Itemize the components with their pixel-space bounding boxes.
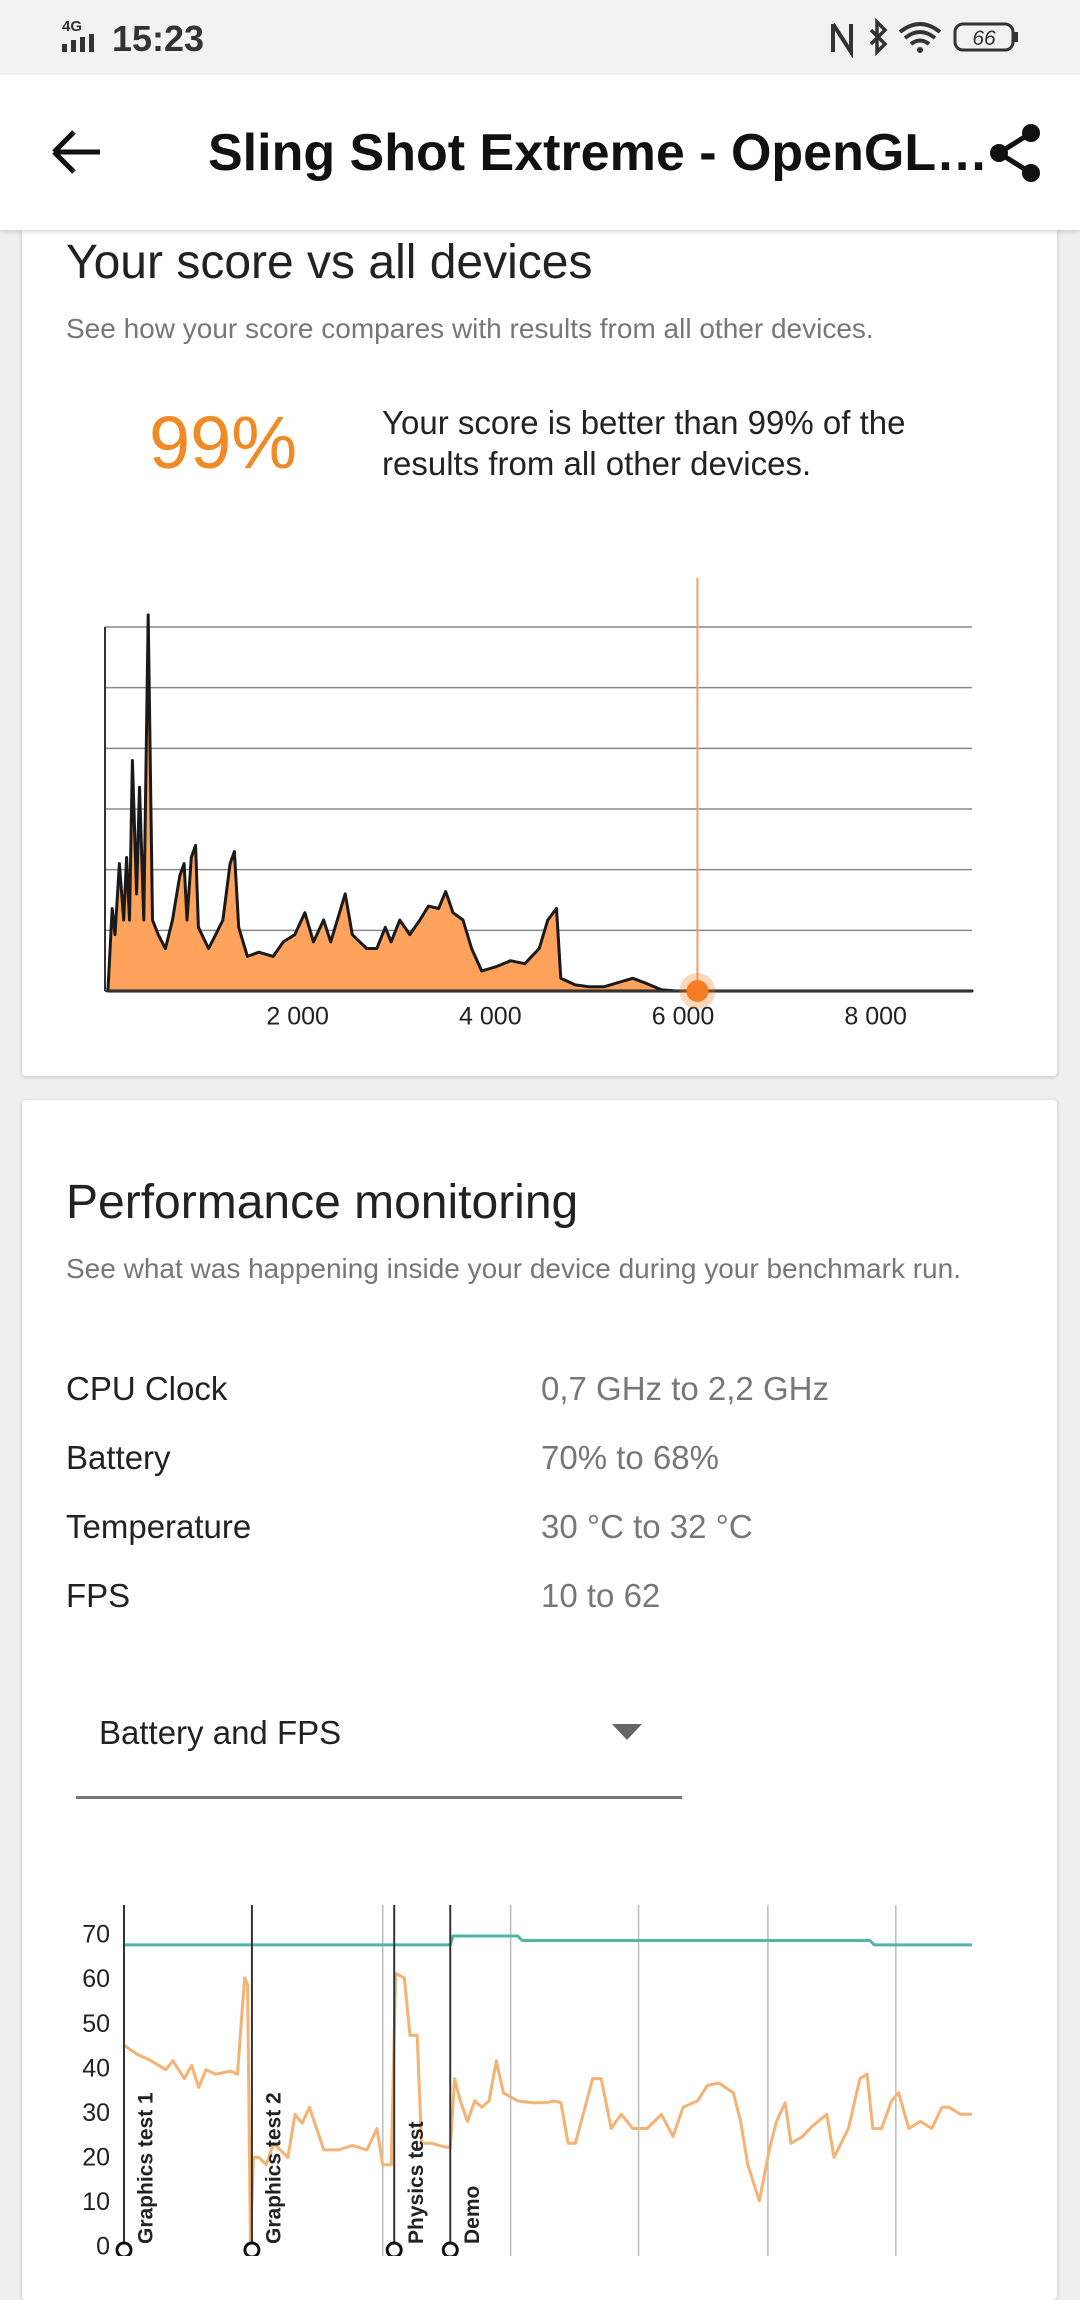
stat-value: 0,7 GHz to 2,2 GHz bbox=[541, 1370, 829, 1407]
network: 4G bbox=[62, 18, 83, 35]
y-tick-label: 50 bbox=[82, 2010, 110, 2038]
status-bar: 4G 15:23 66 bbox=[0, 0, 1080, 75]
signal-icon bbox=[62, 34, 94, 52]
percentile-text: Your score is better than 99% of the res… bbox=[382, 404, 906, 482]
y-tick-label: 70 bbox=[82, 1921, 110, 1949]
card-title: Performance monitoring bbox=[66, 1176, 579, 1229]
percentile: 99% bbox=[148, 401, 298, 484]
distribution-area bbox=[106, 613, 974, 993]
stat-label: Temperature bbox=[66, 1508, 252, 1545]
phase-marker bbox=[441, 2241, 459, 2256]
phase-label: Graphics test 1 bbox=[135, 2092, 158, 2244]
time: 15:23 bbox=[112, 18, 205, 59]
app-title: Sling Shot Extreme - OpenGL… bbox=[208, 124, 989, 182]
y-tick-label: 10 bbox=[82, 2188, 110, 2216]
phase-label: Demo bbox=[461, 2186, 484, 2244]
battery-level: 66 bbox=[972, 27, 996, 50]
dropdown[interactable]: Battery and FPS bbox=[76, 1700, 682, 1799]
phase-marker bbox=[385, 2241, 403, 2256]
x-tick-label: 4 000 bbox=[459, 1003, 522, 1031]
y-tick-label: 20 bbox=[82, 2143, 110, 2171]
stat-label: FPS bbox=[66, 1577, 131, 1614]
stat-value: 70% to 68% bbox=[541, 1439, 719, 1476]
x-tick-label: 6 000 bbox=[652, 1003, 715, 1031]
card-subtitle: See how your score compares with results… bbox=[66, 313, 874, 344]
y-tick-label: 60 bbox=[82, 1965, 110, 1993]
phase-marker bbox=[243, 2241, 261, 2256]
stat-value: 10 to 62 bbox=[541, 1577, 661, 1614]
share-button[interactable] bbox=[985, 123, 1045, 183]
card-title: Your score vs all devices bbox=[66, 236, 593, 289]
stat-label: Battery bbox=[66, 1439, 171, 1476]
x-tick-label: 8 000 bbox=[844, 1003, 907, 1031]
phase-marker bbox=[115, 2241, 133, 2256]
score-dot bbox=[686, 980, 709, 1002]
y-tick-label: 0 bbox=[96, 2233, 110, 2256]
phase-label: Graphics test 2 bbox=[262, 2092, 285, 2244]
status-icons bbox=[831, 18, 1018, 58]
dropdown-label: Battery and FPS bbox=[99, 1714, 342, 1751]
score-histogram: 2 000 4 000 6 000 8 000 bbox=[104, 578, 974, 1031]
dropdown-arrow bbox=[612, 1724, 642, 1740]
stat-label: CPU Clock bbox=[66, 1370, 228, 1407]
card-subtitle: See what was happening inside your devic… bbox=[66, 1253, 961, 1284]
y-tick-label: 40 bbox=[82, 2054, 110, 2082]
app-bar: Sling Shot Extreme - OpenGL… bbox=[0, 75, 1080, 230]
y-tick-label: 30 bbox=[82, 2099, 110, 2127]
phase-label: Physics test bbox=[405, 2121, 428, 2244]
back-button[interactable] bbox=[50, 127, 104, 177]
stat-value: 30 °C to 32 °C bbox=[541, 1508, 753, 1545]
x-tick-label: 2 000 bbox=[266, 1003, 329, 1031]
